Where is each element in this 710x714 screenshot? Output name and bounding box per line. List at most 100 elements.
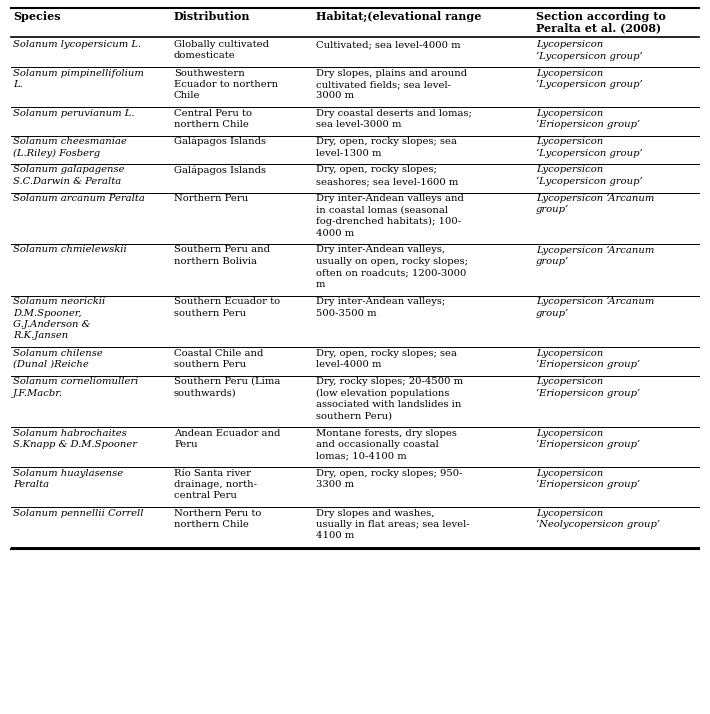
Text: Dry, open, rocky slopes; sea: Dry, open, rocky slopes; sea <box>316 348 457 358</box>
Text: G.J.Anderson &: G.J.Anderson & <box>13 320 90 329</box>
Text: 4000 m: 4000 m <box>316 228 354 238</box>
Text: Peralta et al. (2008): Peralta et al. (2008) <box>536 23 661 34</box>
Text: Solanum galapagense: Solanum galapagense <box>13 166 124 174</box>
Text: (Dunal )Reiche: (Dunal )Reiche <box>13 360 89 369</box>
Text: J.F.Macbr.: J.F.Macbr. <box>13 388 62 398</box>
Text: Lycopersicon: Lycopersicon <box>536 508 603 518</box>
Text: Lycopersicon: Lycopersicon <box>536 109 603 118</box>
Text: Solanum habrochaites: Solanum habrochaites <box>13 428 126 438</box>
Text: Southern Peru and: Southern Peru and <box>174 246 270 254</box>
Text: usually in flat areas; sea level-: usually in flat areas; sea level- <box>316 520 469 529</box>
Text: Solanum corneliomulleri: Solanum corneliomulleri <box>13 377 138 386</box>
Text: Río Santa river: Río Santa river <box>174 468 251 478</box>
Text: Lycopersicon ‘Arcanum: Lycopersicon ‘Arcanum <box>536 297 655 306</box>
Text: ‘Eriopersicon group’: ‘Eriopersicon group’ <box>536 480 640 489</box>
Text: group’: group’ <box>536 308 569 318</box>
Text: (low elevation populations: (low elevation populations <box>316 388 449 398</box>
Text: Southern Ecuador to: Southern Ecuador to <box>174 297 280 306</box>
Text: southern Peru: southern Peru <box>174 308 246 318</box>
Text: 500-3500 m: 500-3500 m <box>316 308 376 318</box>
Text: Peralta: Peralta <box>13 480 49 489</box>
Text: Ecuador to northern: Ecuador to northern <box>174 80 278 89</box>
Text: L.: L. <box>13 80 23 89</box>
Text: cultivated fields; sea level-: cultivated fields; sea level- <box>316 80 451 89</box>
Text: ‘Lycopersicon group’: ‘Lycopersicon group’ <box>536 80 643 89</box>
Text: Lycopersicon: Lycopersicon <box>536 69 603 78</box>
Text: Chile: Chile <box>174 91 200 101</box>
Text: northern Chile: northern Chile <box>174 520 248 529</box>
Text: Coastal Chile and: Coastal Chile and <box>174 348 263 358</box>
Text: S.Knapp & D.M.Spooner: S.Knapp & D.M.Spooner <box>13 440 137 449</box>
Text: Lycopersicon ‘Arcanum: Lycopersicon ‘Arcanum <box>536 194 655 203</box>
Text: D.M.Spooner,: D.M.Spooner, <box>13 308 81 318</box>
Text: Solanum neorickii: Solanum neorickii <box>13 297 105 306</box>
Text: sea level-3000 m: sea level-3000 m <box>316 120 401 129</box>
Text: Southern Peru (Lima: Southern Peru (Lima <box>174 377 280 386</box>
Text: Lycopersicon: Lycopersicon <box>536 468 603 478</box>
Text: ‘Eriopersicon group’: ‘Eriopersicon group’ <box>536 120 640 129</box>
Text: Lycopersicon: Lycopersicon <box>536 348 603 358</box>
Text: Solanum huaylasense: Solanum huaylasense <box>13 468 123 478</box>
Text: ‘Neolycopersicon group’: ‘Neolycopersicon group’ <box>536 520 660 529</box>
Text: Solanum peruvianum L.: Solanum peruvianum L. <box>13 109 134 118</box>
Text: Solanum pennellii Correll: Solanum pennellii Correll <box>13 508 143 518</box>
Text: northern Bolivia: northern Bolivia <box>174 257 257 266</box>
Text: ‘Eriopersicon group’: ‘Eriopersicon group’ <box>536 388 640 398</box>
Text: Lycopersicon ‘Arcanum: Lycopersicon ‘Arcanum <box>536 246 655 255</box>
Text: often on roadcuts; 1200-3000: often on roadcuts; 1200-3000 <box>316 268 466 278</box>
Text: Montane forests, dry slopes: Montane forests, dry slopes <box>316 428 457 438</box>
Text: Galápagos Islands: Galápagos Islands <box>174 166 266 175</box>
Text: drainage, north-: drainage, north- <box>174 480 257 489</box>
Text: 3300 m: 3300 m <box>316 480 354 489</box>
Text: domesticate: domesticate <box>174 51 236 61</box>
Text: Solanum cheesmaniae: Solanum cheesmaniae <box>13 137 126 146</box>
Text: Solanum arcanum Peralta: Solanum arcanum Peralta <box>13 194 145 203</box>
Text: in coastal lomas (seasonal: in coastal lomas (seasonal <box>316 206 448 214</box>
Text: Dry inter-Andean valleys and: Dry inter-Andean valleys and <box>316 194 464 203</box>
Text: and occasionally coastal: and occasionally coastal <box>316 440 439 449</box>
Text: Lycopersicon: Lycopersicon <box>536 377 603 386</box>
Text: Dry inter-Andean valleys,: Dry inter-Andean valleys, <box>316 246 445 254</box>
Text: group’: group’ <box>536 206 569 214</box>
Text: Dry, open, rocky slopes; 950-: Dry, open, rocky slopes; 950- <box>316 468 462 478</box>
Text: Dry slopes and washes,: Dry slopes and washes, <box>316 508 435 518</box>
Text: seashores; sea level-1600 m: seashores; sea level-1600 m <box>316 177 459 186</box>
Text: ‘Eriopersicon group’: ‘Eriopersicon group’ <box>536 440 640 449</box>
Text: Section according to: Section according to <box>536 11 666 22</box>
Text: Distribution: Distribution <box>174 11 251 22</box>
Text: northern Chile: northern Chile <box>174 120 248 129</box>
Text: R.K.Jansen: R.K.Jansen <box>13 331 68 341</box>
Text: level-1300 m: level-1300 m <box>316 149 381 158</box>
Text: Solanum pimpinellifolium: Solanum pimpinellifolium <box>13 69 143 78</box>
Text: ‘Lycopersicon group’: ‘Lycopersicon group’ <box>536 177 643 186</box>
Text: Northern Peru: Northern Peru <box>174 194 248 203</box>
Text: Dry coastal deserts and lomas;: Dry coastal deserts and lomas; <box>316 109 472 118</box>
Text: central Peru: central Peru <box>174 491 237 501</box>
Text: m: m <box>316 280 325 289</box>
Text: Northern Peru to: Northern Peru to <box>174 508 261 518</box>
Text: Lycopersicon: Lycopersicon <box>536 40 603 49</box>
Text: Dry slopes, plains and around: Dry slopes, plains and around <box>316 69 467 78</box>
Text: Central Peru to: Central Peru to <box>174 109 252 118</box>
Text: Solanum chmielewskii: Solanum chmielewskii <box>13 246 126 254</box>
Text: southern Peru: southern Peru <box>174 360 246 369</box>
Text: Dry inter-Andean valleys;: Dry inter-Andean valleys; <box>316 297 445 306</box>
Text: Dry, open, rocky slopes;: Dry, open, rocky slopes; <box>316 166 437 174</box>
Text: level-4000 m: level-4000 m <box>316 360 381 369</box>
Text: Dry, rocky slopes; 20-4500 m: Dry, rocky slopes; 20-4500 m <box>316 377 463 386</box>
Text: associated with landslides in: associated with landslides in <box>316 400 462 409</box>
Text: Southwestern: Southwestern <box>174 69 245 78</box>
Text: lomas; 10-4100 m: lomas; 10-4100 m <box>316 451 407 461</box>
Text: ‘Lycopersicon group’: ‘Lycopersicon group’ <box>536 51 643 61</box>
Text: fog-drenched habitats); 100-: fog-drenched habitats); 100- <box>316 217 461 226</box>
Text: Galápagos Islands: Galápagos Islands <box>174 137 266 146</box>
Text: Species: Species <box>13 11 60 22</box>
Text: Solanum chilense: Solanum chilense <box>13 348 102 358</box>
Text: Lycopersicon: Lycopersicon <box>536 428 603 438</box>
Text: 4100 m: 4100 m <box>316 531 354 540</box>
Text: southern Peru): southern Peru) <box>316 411 392 421</box>
Text: ‘Eriopersicon group’: ‘Eriopersicon group’ <box>536 360 640 369</box>
Text: ‘Lycopersicon group’: ‘Lycopersicon group’ <box>536 149 643 158</box>
Text: Peru: Peru <box>174 440 197 449</box>
Text: Cultivated; sea level-4000 m: Cultivated; sea level-4000 m <box>316 40 461 49</box>
